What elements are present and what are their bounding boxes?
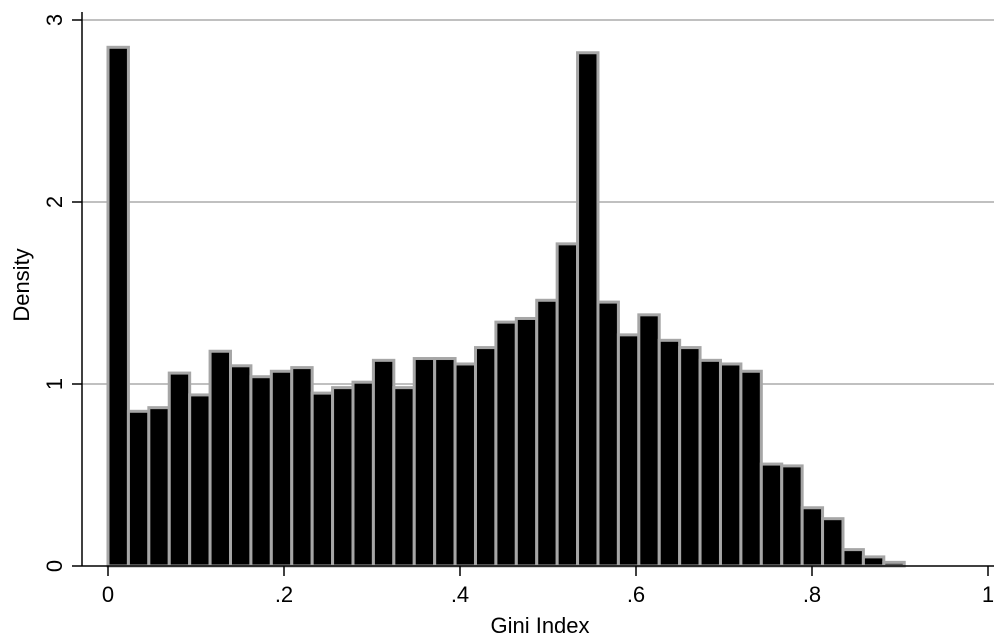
histogram-bar xyxy=(657,338,682,568)
histogram-bar xyxy=(106,45,130,568)
x-axis-title: Gini Index xyxy=(490,613,589,638)
histogram-bar xyxy=(453,362,477,568)
histogram-bar xyxy=(147,406,171,568)
x-tick-label: 1 xyxy=(982,582,994,607)
histogram-bar xyxy=(718,362,743,568)
y-axis-title: Density xyxy=(9,248,34,321)
histogram-bar xyxy=(412,357,437,568)
histogram-bar xyxy=(698,358,722,568)
histogram-bar xyxy=(228,364,253,568)
histogram-bar xyxy=(861,555,886,568)
histogram-bar xyxy=(473,346,498,568)
histogram-bar xyxy=(739,369,763,568)
x-tick-label: 0 xyxy=(102,582,114,607)
histogram-bar xyxy=(637,313,661,568)
ticks: 0 .2 .4 .6 .8 1 0 1 2 3 xyxy=(42,14,994,607)
histogram-bar xyxy=(126,409,151,568)
histogram-bar xyxy=(780,464,804,568)
y-tick-label: 2 xyxy=(42,196,67,208)
histogram-bar xyxy=(167,371,192,568)
y-tick-label: 0 xyxy=(42,560,67,572)
histogram-bar xyxy=(269,369,294,568)
histogram-bar xyxy=(290,366,314,568)
histogram-bar xyxy=(535,298,559,568)
histogram-bar xyxy=(351,380,375,568)
bars xyxy=(106,45,906,568)
y-tick-label: 1 xyxy=(42,378,67,390)
x-tick-label: .6 xyxy=(627,582,645,607)
histogram-bar xyxy=(371,358,396,568)
histogram-bar xyxy=(555,242,580,568)
histogram-bar xyxy=(596,300,620,568)
histogram-bar xyxy=(576,51,600,568)
histogram-bar xyxy=(759,462,784,568)
histogram-bar xyxy=(800,506,825,568)
histogram-bar xyxy=(188,393,212,568)
histogram-bar xyxy=(433,357,457,568)
x-tick-label: .2 xyxy=(275,582,293,607)
histogram-bar xyxy=(678,346,702,568)
histogram-bar xyxy=(310,391,335,568)
histogram-bar xyxy=(208,349,232,568)
histogram-bar xyxy=(249,375,273,568)
histogram-bar xyxy=(821,517,845,568)
histogram-bar xyxy=(392,386,416,568)
x-tick-label: .8 xyxy=(803,582,821,607)
histogram-bar xyxy=(514,316,539,568)
histogram-bar xyxy=(616,333,641,568)
histogram-bar xyxy=(331,386,355,568)
x-tick-label: .4 xyxy=(451,582,469,607)
histogram-bar xyxy=(841,548,865,568)
histogram-bar xyxy=(494,320,518,568)
y-tick-label: 3 xyxy=(42,14,67,26)
